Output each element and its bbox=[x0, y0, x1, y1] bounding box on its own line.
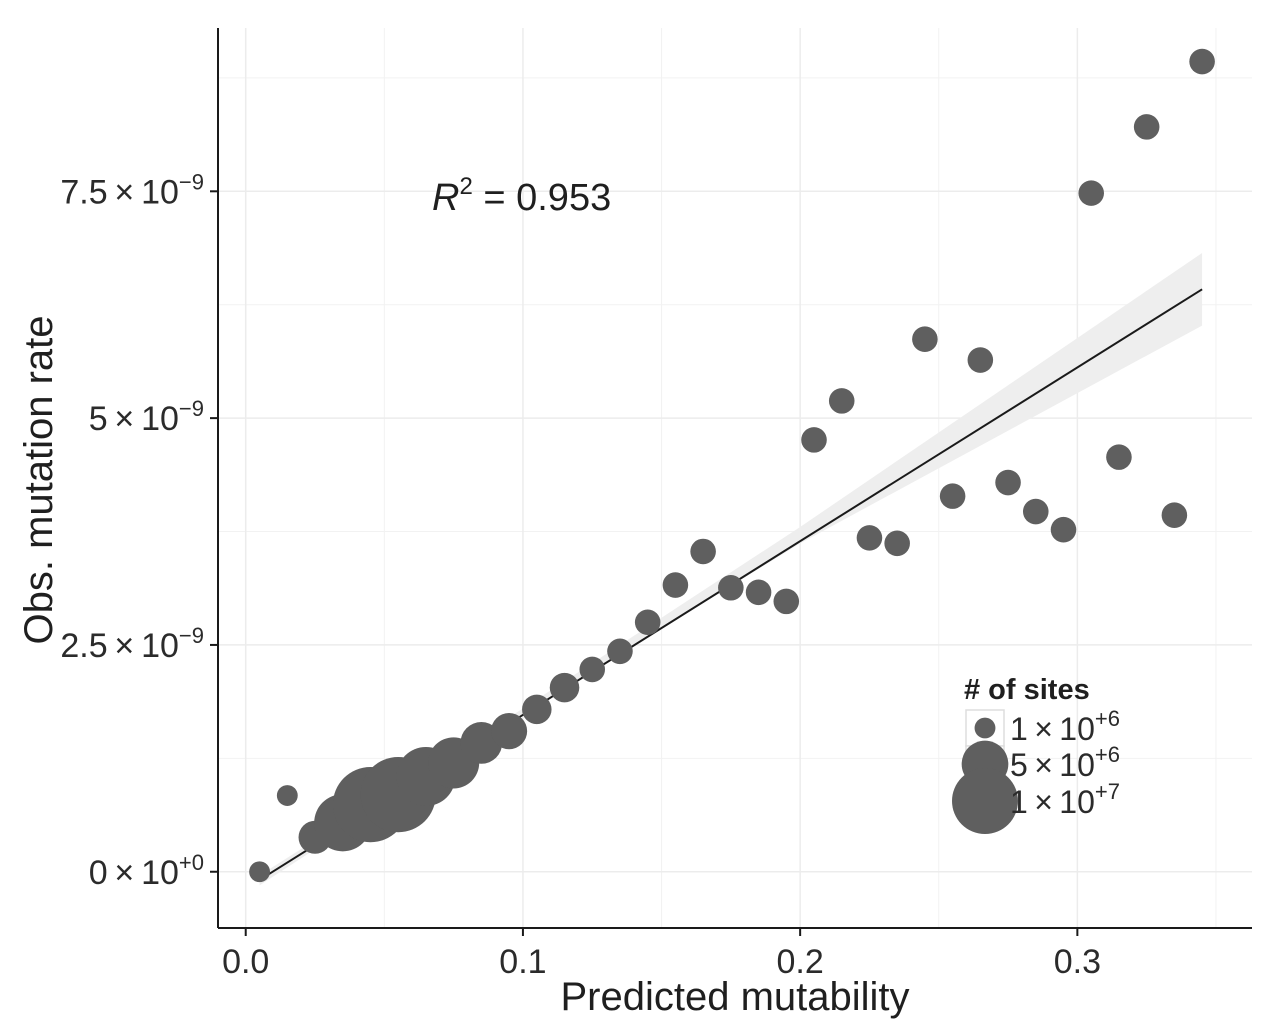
size-legend: # of sites 1 × 10+65 × 10+61 × 10+7 bbox=[952, 674, 1120, 834]
data-point bbox=[1189, 48, 1215, 75]
data-point bbox=[607, 638, 633, 665]
data-point bbox=[856, 525, 883, 551]
x-tick-label: 0.1 bbox=[499, 943, 546, 981]
data-point bbox=[967, 347, 994, 373]
y-tick-label: 2.5 × 10−9 bbox=[60, 623, 204, 665]
data-point bbox=[939, 483, 966, 509]
data-point bbox=[662, 572, 689, 598]
data-point bbox=[490, 713, 528, 750]
data-point bbox=[1050, 516, 1077, 543]
data-point bbox=[718, 574, 744, 601]
data-point bbox=[828, 388, 855, 414]
legend-key-circle bbox=[952, 768, 1018, 834]
legend-label: 5 × 10+6 bbox=[1010, 742, 1120, 783]
x-tick-label: 0.2 bbox=[777, 943, 824, 981]
data-point bbox=[801, 427, 827, 453]
data-point bbox=[549, 672, 580, 703]
legend-title: # of sites bbox=[964, 674, 1090, 706]
x-tick-label: 0.3 bbox=[1054, 943, 1101, 981]
data-point bbox=[1078, 180, 1104, 206]
data-point bbox=[690, 538, 716, 565]
y-tick-label: 7.5 × 10−9 bbox=[60, 169, 204, 211]
data-point bbox=[522, 694, 552, 725]
legend-label: 1 × 10+7 bbox=[1010, 779, 1120, 820]
data-point bbox=[249, 861, 271, 883]
points-layer bbox=[249, 48, 1215, 883]
legend-label: 1 × 10+6 bbox=[1010, 706, 1120, 747]
data-point bbox=[912, 326, 938, 352]
data-point bbox=[884, 530, 910, 557]
data-point bbox=[634, 609, 661, 636]
legend-key-circle bbox=[974, 717, 996, 739]
data-point bbox=[579, 656, 606, 683]
data-point bbox=[1161, 502, 1188, 528]
data-point bbox=[1106, 444, 1132, 470]
grid bbox=[218, 28, 1252, 928]
x-axis-title: Predicted mutability bbox=[560, 975, 909, 1019]
axes bbox=[210, 28, 1252, 936]
y-axis-title: Obs. mutation rate bbox=[17, 315, 61, 644]
legend-entries: 1 × 10+65 × 10+61 × 10+7 bbox=[952, 706, 1120, 834]
r-squared-annotation: R2 = 0.953 bbox=[432, 173, 611, 219]
data-point bbox=[276, 785, 298, 806]
r-squared-value: = 0.953 bbox=[473, 177, 611, 219]
r-squared-power: 2 bbox=[459, 173, 472, 200]
r-squared-symbol: R bbox=[432, 177, 459, 219]
data-point bbox=[745, 579, 772, 606]
data-point bbox=[1133, 114, 1160, 140]
x-tick-label: 0.0 bbox=[222, 943, 269, 981]
y-tick-label: 0 × 10+0 bbox=[89, 850, 204, 892]
y-tick-label: 5 × 10−9 bbox=[89, 396, 204, 438]
data-point bbox=[1022, 498, 1049, 525]
tick-labels: 0.0 0.1 0.2 0.3 0 × 10+0 2.5 × 10−9 5 × 10−9 7.… bbox=[60, 169, 1101, 981]
data-point bbox=[773, 588, 800, 615]
data-point bbox=[995, 469, 1021, 496]
